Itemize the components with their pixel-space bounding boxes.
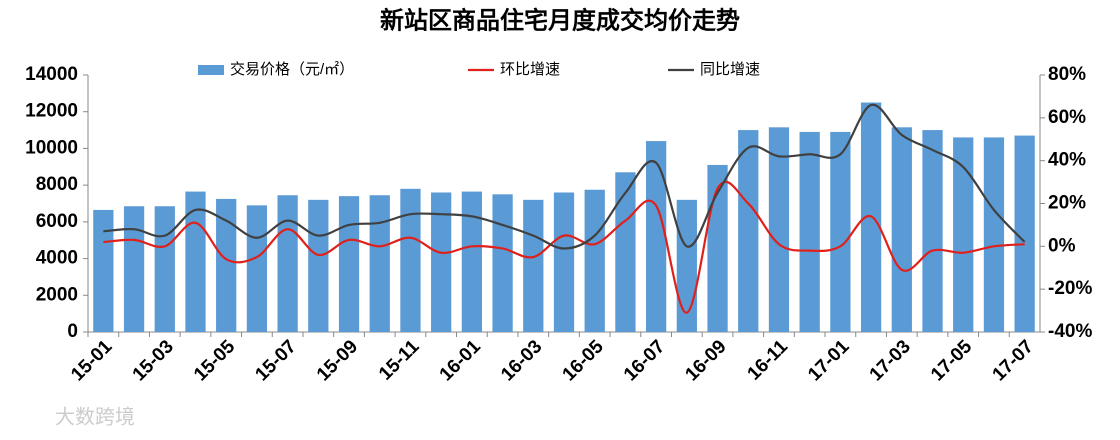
y-tick-label: 8000 [36, 174, 78, 195]
bar [1014, 135, 1035, 332]
bar [584, 189, 605, 332]
y2-tick-label: 40% [1048, 150, 1086, 171]
bar [369, 195, 390, 332]
y-tick-label: 12000 [25, 101, 78, 122]
bar [492, 194, 513, 332]
y-tick-label: 14000 [25, 64, 78, 85]
y2-tick-label: 80% [1048, 64, 1086, 85]
x-tick-label: 17-01 [804, 336, 854, 386]
x-tick-label: 16-01 [436, 336, 486, 386]
bar [676, 199, 697, 332]
y2-tick-label: 60% [1048, 107, 1086, 128]
x-tick-label: 17-03 [866, 336, 915, 385]
x-tick-label: 15-09 [313, 336, 362, 385]
y-tick-label: 0 [67, 321, 78, 342]
bar [154, 206, 175, 332]
x-tick-label: 16-09 [681, 336, 730, 385]
bar [216, 198, 237, 332]
x-tick-label: 16-07 [620, 336, 669, 385]
bar [768, 127, 790, 332]
bar [830, 131, 851, 332]
line [103, 180, 1025, 314]
y2-tick-label: 0% [1048, 235, 1076, 256]
y-tick-label: 6000 [36, 211, 78, 232]
chart-title: 新站区商品住宅月度成交均价走势 [380, 6, 740, 34]
y2-tick-label: -40% [1048, 321, 1092, 342]
bar [891, 127, 912, 332]
bar [523, 199, 544, 332]
x-tick-label: 15-07 [251, 336, 300, 385]
bar [246, 205, 268, 332]
bar [645, 141, 667, 332]
x-tick-label: 15-11 [375, 336, 424, 385]
bar [615, 172, 636, 332]
y2-tick-label: 20% [1048, 193, 1086, 214]
bar [738, 130, 759, 332]
bar [553, 192, 575, 332]
legend-label: 同比增速 [700, 61, 760, 78]
x-tick-label: 15-03 [129, 336, 178, 385]
x-tick-label: 15-05 [190, 336, 240, 386]
watermark: 大数跨境 [55, 405, 135, 428]
x-tick-label: 16-03 [497, 336, 546, 385]
bar [799, 131, 820, 332]
x-tick-label: 16-11 [744, 336, 793, 385]
bar [400, 188, 421, 332]
bar [431, 192, 452, 332]
bar [93, 209, 114, 332]
bar [922, 130, 943, 332]
bar [983, 137, 1005, 332]
legend-label: 环比增速 [500, 61, 560, 78]
x-tick-label: 17-07 [989, 336, 1038, 385]
legend-label: 交易价格（元/㎡） [230, 60, 354, 78]
bar [953, 137, 974, 332]
bar [185, 191, 206, 332]
x-tick-label: 16-05 [559, 336, 609, 386]
line [103, 103, 1026, 250]
y2-tick-label: -20% [1048, 278, 1092, 299]
bar [461, 191, 483, 332]
bar [338, 196, 360, 332]
y-tick-label: 4000 [36, 248, 78, 269]
legend-swatch [198, 65, 224, 75]
bar [277, 195, 298, 332]
y-tick-label: 10000 [25, 137, 78, 158]
x-tick-label: 17-05 [927, 336, 977, 386]
x-tick-label: 15-01 [67, 336, 117, 386]
bar [308, 199, 329, 332]
bar [123, 206, 145, 332]
y-tick-label: 2000 [36, 284, 78, 305]
